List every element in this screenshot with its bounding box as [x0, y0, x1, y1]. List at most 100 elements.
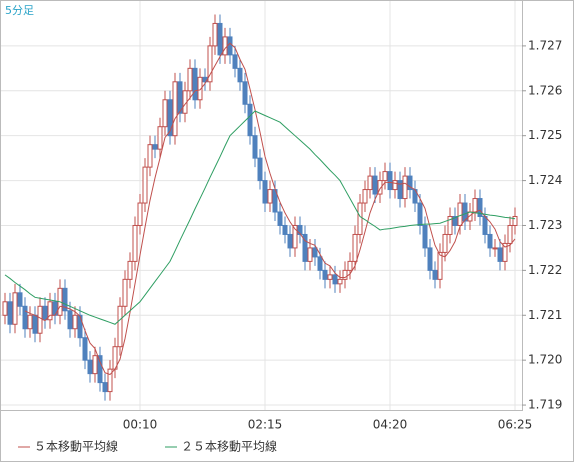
candle-body — [472, 198, 478, 213]
candle-body — [12, 292, 18, 325]
plot-border — [0, 0, 523, 411]
candle-body — [137, 202, 143, 226]
candle-body — [387, 171, 393, 191]
candle-body — [462, 202, 468, 222]
y-tick-label: 1.721 — [528, 308, 562, 322]
candle-body — [307, 247, 313, 262]
candle-body — [367, 175, 373, 191]
candle-body — [22, 305, 28, 330]
candle-body — [342, 269, 348, 280]
legend-label: ２５本移動平均線 — [181, 439, 277, 454]
candle-body — [87, 359, 93, 375]
candle-body — [277, 211, 283, 226]
candle-body — [377, 180, 383, 195]
x-tick-label: 04:20 — [373, 418, 408, 432]
candle-body — [192, 67, 198, 101]
candle-body — [152, 144, 158, 150]
candle-body — [417, 202, 423, 226]
candle-body — [427, 247, 433, 271]
candle-body — [327, 274, 333, 280]
candle-body — [487, 233, 493, 249]
candle-body — [402, 175, 408, 200]
candle-body — [252, 135, 258, 159]
candle-body — [497, 247, 503, 262]
candle-body — [232, 54, 238, 69]
candle-body — [362, 189, 368, 204]
candle-body — [347, 260, 353, 271]
marks — [2, 14, 518, 401]
y-tick-label: 1.719 — [528, 398, 562, 412]
y-tick-label: 1.727 — [528, 38, 562, 52]
candle-body — [397, 180, 403, 200]
candle-body — [7, 301, 13, 325]
candle-body — [332, 274, 338, 285]
candle-body — [322, 269, 328, 280]
candle-body — [207, 45, 213, 83]
candle-body — [167, 99, 173, 137]
period-label: 5分足 — [5, 4, 34, 17]
legend: ５本移動平均線 ２５本移動平均線 — [18, 439, 277, 454]
candle-body — [292, 224, 298, 249]
candle-body — [42, 305, 48, 321]
candle-body — [117, 305, 123, 348]
candle-body — [72, 314, 78, 330]
candle-body — [452, 215, 458, 226]
y-tick-label: 1.725 — [528, 128, 562, 142]
candle-body — [357, 202, 363, 235]
candle-body — [37, 305, 43, 334]
candle-body — [32, 314, 38, 334]
candle-body — [352, 233, 358, 262]
y-tick-label: 1.722 — [528, 263, 562, 277]
candle-body — [217, 22, 223, 56]
candle-body — [382, 171, 388, 182]
candle-body — [142, 166, 148, 204]
x-tick-label: 00:10 — [123, 418, 158, 432]
candle-body — [312, 247, 318, 258]
candle-body — [227, 36, 233, 56]
candle-body — [97, 355, 103, 384]
candle-body — [447, 215, 453, 235]
candle-body — [77, 314, 83, 339]
candle-body — [302, 233, 308, 262]
candle-body — [67, 310, 73, 330]
candle-body — [407, 175, 413, 191]
candle-body — [147, 144, 153, 168]
candle-body — [102, 382, 108, 393]
candle-body — [47, 301, 53, 321]
candle-body — [127, 260, 133, 280]
moving-average-line — [4, 110, 516, 325]
candle-body — [287, 233, 293, 249]
y-tick-label: 1.723 — [528, 218, 562, 232]
candle-body — [107, 368, 113, 393]
y-tick-label: 1.720 — [528, 353, 562, 367]
candle-body — [512, 215, 518, 226]
candle-body — [27, 314, 33, 330]
candle-body — [267, 189, 273, 204]
candle-body — [492, 247, 498, 250]
x-tick-label: 06:25 — [498, 418, 533, 432]
candle-body — [442, 233, 448, 253]
x-tick-label: 02:15 — [248, 418, 283, 432]
candle-body — [317, 256, 323, 271]
candle-body — [372, 175, 378, 195]
candle-body — [222, 36, 228, 56]
candle-body — [157, 126, 163, 150]
candle-body — [337, 278, 343, 285]
candle-body — [477, 198, 483, 217]
candle-body — [507, 224, 513, 244]
candle-body — [172, 81, 178, 137]
candle-body — [2, 301, 8, 316]
candle-body — [237, 67, 243, 83]
candle-body — [282, 224, 288, 235]
candle-body — [212, 22, 218, 47]
candle-body — [82, 337, 88, 361]
candle-body — [197, 76, 203, 101]
candle-body — [262, 180, 268, 204]
candle-body — [457, 202, 463, 226]
candle-body — [17, 292, 23, 307]
candle-body — [257, 157, 263, 182]
candle-body — [247, 103, 253, 137]
y-tick-label: 1.726 — [528, 83, 562, 97]
candle-body — [437, 251, 443, 280]
candle-body — [177, 81, 183, 114]
